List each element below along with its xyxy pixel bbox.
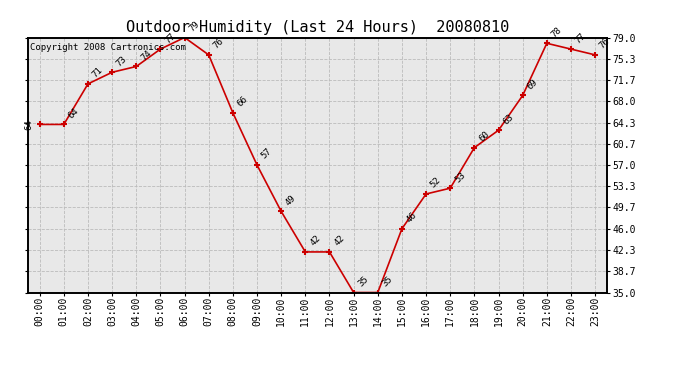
Text: 57: 57	[260, 147, 274, 161]
Text: 73: 73	[115, 54, 129, 68]
Text: 60: 60	[477, 129, 491, 144]
Text: 71: 71	[91, 66, 105, 80]
Text: 42: 42	[308, 234, 322, 248]
Text: 77: 77	[574, 31, 588, 45]
Text: 35: 35	[357, 274, 371, 288]
Text: 63: 63	[502, 112, 515, 126]
Text: 78: 78	[550, 25, 564, 39]
Text: Copyright 2008 Cartronics.com: Copyright 2008 Cartronics.com	[30, 43, 186, 52]
Text: 74: 74	[139, 48, 153, 62]
Text: 66: 66	[236, 95, 250, 109]
Text: 79: 79	[188, 20, 201, 33]
Text: 46: 46	[405, 211, 419, 225]
Text: 76: 76	[598, 37, 612, 51]
Text: 76: 76	[212, 37, 226, 51]
Title: Outdoor Humidity (Last 24 Hours)  20080810: Outdoor Humidity (Last 24 Hours) 2008081…	[126, 20, 509, 35]
Text: 53: 53	[453, 170, 467, 184]
Text: 42: 42	[333, 234, 346, 248]
Text: 49: 49	[284, 193, 298, 207]
Text: 35: 35	[381, 274, 395, 288]
Text: 64: 64	[67, 106, 81, 120]
Text: 77: 77	[164, 31, 177, 45]
Text: 69: 69	[526, 77, 540, 91]
Text: 64: 64	[24, 119, 33, 130]
Text: 52: 52	[429, 176, 443, 190]
